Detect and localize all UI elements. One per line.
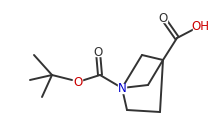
Bar [75, 78, 81, 86]
Bar [95, 48, 102, 56]
Text: O: O [73, 76, 83, 88]
Bar [118, 84, 126, 92]
Bar [159, 14, 167, 22]
Text: N: N [118, 82, 126, 95]
Text: O: O [158, 11, 168, 24]
Text: OH: OH [191, 20, 209, 32]
Bar [193, 22, 207, 30]
Text: O: O [93, 45, 103, 59]
